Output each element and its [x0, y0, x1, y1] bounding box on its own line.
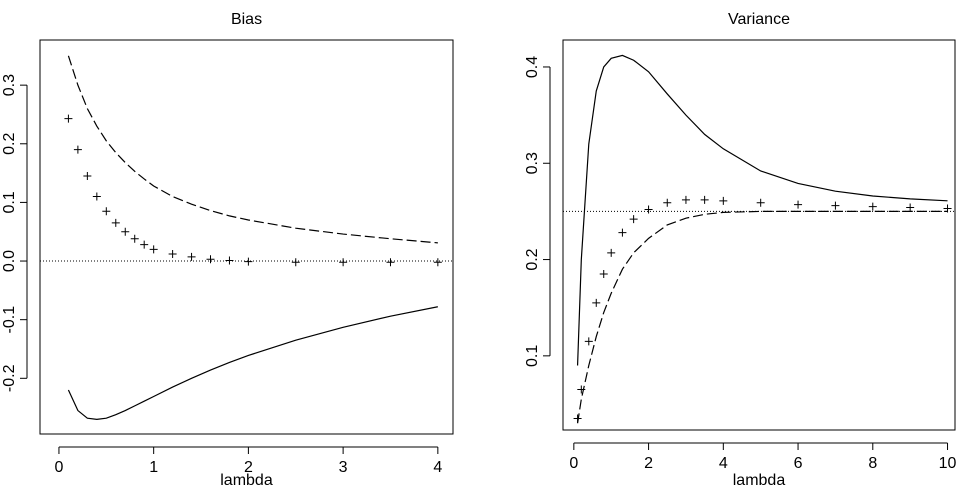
x-axis-label: lambda: [220, 472, 273, 489]
point-marker: [83, 172, 92, 181]
x-tick-label: 0: [54, 459, 63, 476]
point-marker: [663, 198, 672, 207]
plot-box: [562, 39, 956, 431]
x-tick-label: 6: [794, 455, 803, 472]
chart-title: Variance: [728, 11, 790, 28]
chart-title: Bias: [231, 11, 262, 28]
point-marker: [433, 258, 442, 267]
point-marker: [618, 228, 627, 237]
x-tick-label: 1: [149, 459, 158, 476]
point-marker: [756, 198, 765, 207]
point-marker: [906, 203, 915, 212]
x-tick-label: 2: [244, 459, 253, 476]
y-tick-label: 0.1: [1, 191, 18, 213]
point-marker: [592, 298, 601, 307]
point-marker: [92, 192, 101, 201]
point-marker: [599, 270, 608, 278]
point-marker: [111, 218, 120, 227]
series-line: [576, 54, 948, 366]
point-marker: [794, 200, 803, 209]
x-tick-label: 10: [939, 455, 957, 472]
point-marker: [584, 337, 593, 346]
point-marker: [102, 207, 111, 216]
y-tick-label: 0.2: [524, 248, 541, 270]
y-tick-label: 0.0: [1, 250, 18, 272]
x-tick-label: 0: [569, 455, 578, 472]
y-tick-label: 0.1: [524, 345, 541, 367]
point-marker: [140, 240, 149, 249]
x-axis-label: lambda: [733, 472, 786, 489]
point-marker: [644, 205, 653, 214]
point-marker: [719, 196, 728, 205]
point-marker: [64, 114, 73, 123]
point-marker: [291, 258, 300, 267]
x-tick-label: 4: [433, 459, 442, 476]
point-marker: [831, 201, 840, 210]
point-marker: [681, 195, 690, 204]
x-tick-label: 2: [644, 455, 653, 472]
point-marker: [244, 257, 253, 266]
point-marker: [73, 145, 82, 154]
point-marker: [149, 245, 158, 254]
point-marker: [868, 202, 877, 211]
series-line: [67, 306, 438, 420]
y-tick-label: 0.3: [524, 152, 541, 174]
point-marker: [339, 258, 348, 267]
point-marker: [168, 250, 177, 259]
x-tick-label: 8: [868, 455, 877, 472]
point-marker: [577, 385, 586, 394]
point-marker: [121, 227, 130, 236]
y-tick-label: 0.4: [524, 56, 541, 78]
point-marker: [206, 255, 215, 264]
point-marker: [130, 234, 139, 243]
point-marker: [573, 414, 582, 423]
point-marker: [187, 252, 196, 261]
y-tick-label: -0.2: [1, 364, 18, 392]
point-marker: [943, 204, 952, 213]
y-tick-label: -0.1: [1, 306, 18, 334]
point-marker: [225, 256, 234, 265]
point-marker: [629, 215, 638, 224]
x-tick-label: 4: [719, 455, 728, 472]
series-line: [67, 55, 438, 244]
point-marker: [607, 248, 616, 257]
x-tick-label: 3: [339, 459, 348, 476]
plot-box: [39, 39, 454, 435]
series-line: [576, 210, 948, 424]
y-tick-label: 0.2: [1, 133, 18, 155]
y-tick-label: 0.3: [1, 74, 18, 96]
point-marker: [386, 258, 395, 267]
point-marker: [700, 195, 709, 204]
